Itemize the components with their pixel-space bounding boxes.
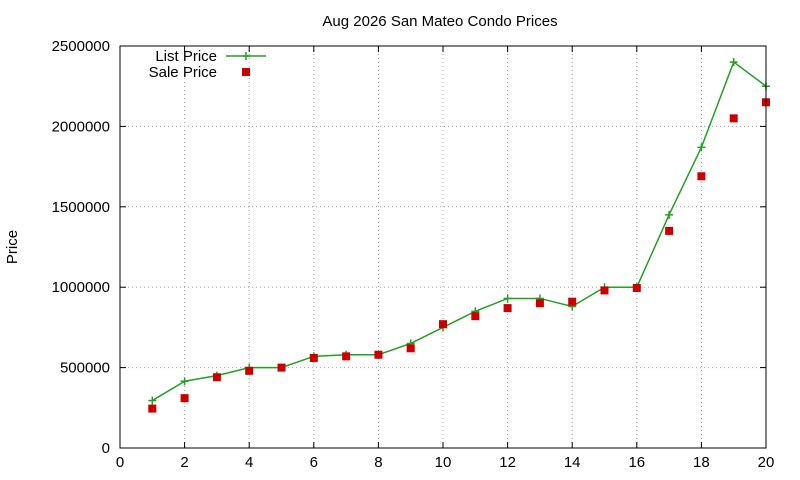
data-point [665,226,674,235]
data-point [697,172,706,181]
data-point [180,377,189,386]
x-tick-label: 18 [693,454,710,471]
y-tick-label: 1500000 [52,199,110,216]
data-point [406,344,415,353]
plot-frame [119,45,767,449]
data-point [665,210,674,219]
data-point [245,366,254,375]
y-tick-label: 0 [102,440,110,457]
data-point [503,304,512,313]
legend-swatches [226,52,266,76]
data-point [148,396,157,405]
x-tick-label: 16 [628,454,645,471]
data-point [277,363,286,372]
chart-title: Aug 2026 San Mateo Condo Prices [322,13,557,30]
x-tick-label: 6 [310,454,318,471]
data-point [729,114,738,123]
legend-label-list-price: List Price [155,48,217,65]
x-tick-label: 4 [245,454,253,471]
data-point [148,404,157,413]
data-point [535,299,544,308]
y-tick-label: 500000 [60,360,110,377]
data-point [632,284,641,293]
x-tick-label: 2 [180,454,188,471]
legend-label-sale-price: Sale Price [149,64,217,81]
data-point [180,394,189,403]
data-point [600,286,609,295]
data-point [212,373,221,382]
x-tick-label: 20 [758,454,775,471]
y-axis-label: Price [4,230,21,264]
data-point [503,294,512,303]
grid-lines [120,46,766,448]
y-tick-label: 2500000 [52,38,110,55]
axis-ticks: 0 2 4 6 8 10 12 14 16 18 20 0 500000 1000000 1500000 20… [52,38,775,471]
legend-swatch-square [242,68,250,76]
series-1 [148,58,770,405]
series-2 [148,98,770,413]
data-point [471,312,480,321]
legend-swatch-marker [242,52,250,60]
series-layer [148,58,770,413]
data-point [374,350,383,359]
data-point [729,58,738,67]
data-point [697,143,706,152]
x-tick-label: 14 [564,454,581,471]
x-tick-label: 12 [499,454,516,471]
data-point [342,352,351,361]
legend: List Price Sale Price [149,48,266,81]
series-line [151,60,767,402]
y-tick-label: 2000000 [52,118,110,135]
x-tick-label: 0 [116,454,124,471]
y-tick-label: 1000000 [52,279,110,296]
data-point [439,320,447,329]
data-point [568,297,577,306]
data-point [309,353,318,362]
x-tick-label: 8 [374,454,382,471]
x-tick-label: 10 [435,454,452,471]
